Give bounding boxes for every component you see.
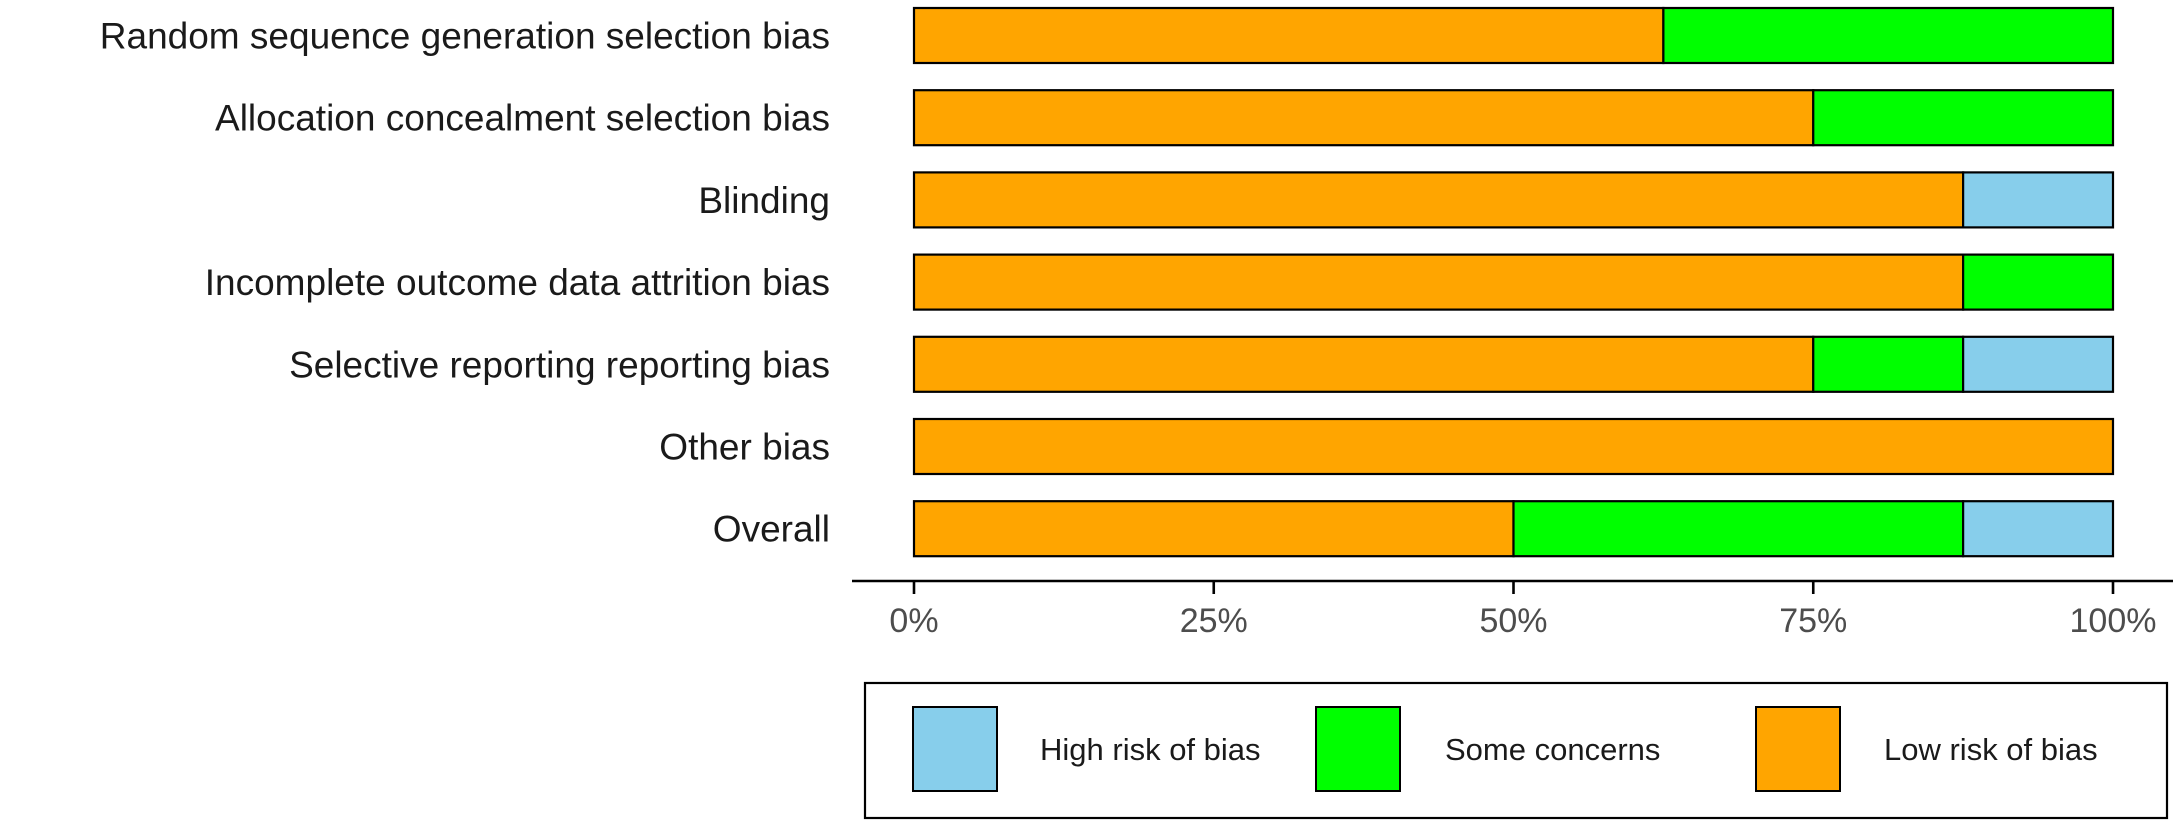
bar-segment-some-concerns (1662, 6, 2115, 65)
x-axis: 0% 25% 50% 75% 100% (852, 579, 2173, 640)
bar-segment-high-risk-of-bias (1962, 171, 2115, 229)
x-tick-label: 0% (889, 602, 938, 640)
legend-swatch (1315, 706, 1401, 792)
legend-item-low-risk-of-bias: Low risk of bias (1755, 706, 2098, 792)
bar-segment-low-risk-of-bias (912, 500, 1515, 558)
bar-segment-low-risk-of-bias (912, 171, 1965, 229)
bar-row-blinding (912, 171, 2115, 229)
bar-segment-some-concerns (1812, 335, 1965, 393)
x-tick-label: 75% (1779, 602, 1847, 640)
bar-segment-high-risk-of-bias (1962, 500, 2115, 558)
category-label: Incomplete outcome data attrition bias (205, 262, 830, 303)
x-tick-label: 50% (1479, 602, 1547, 640)
bar-segment-low-risk-of-bias (912, 6, 1665, 65)
legend-swatch (912, 706, 998, 792)
bar-row-incomplete-outcome-data-attrition-bias (912, 253, 2115, 311)
bar-segment-low-risk-of-bias (912, 89, 1815, 147)
legend-item-high-risk-of-bias: High risk of bias (912, 706, 1261, 792)
category-label: Selective reporting reporting bias (289, 344, 830, 385)
bar-row-allocation-concealment-selection-bias (912, 89, 2115, 147)
category-label: Allocation concealment selection bias (215, 98, 830, 139)
bar-segment-high-risk-of-bias (1962, 335, 2115, 393)
bar-segment-some-concerns (1812, 89, 2115, 147)
category-label: Random sequence generation selection bia… (100, 16, 830, 57)
bar-row-overall (912, 500, 2115, 558)
bar-segment-some-concerns (1512, 500, 1965, 558)
category-labels: Random sequence generation selection bia… (100, 16, 830, 550)
x-tick-label: 25% (1180, 602, 1248, 640)
category-label: Other bias (659, 427, 830, 468)
legend: High risk of bias Some concerns Low risk o… (863, 681, 2169, 820)
bar-segment-low-risk-of-bias (912, 417, 2115, 476)
bar-segment-some-concerns (1962, 253, 2115, 311)
x-tick-label: 100% (2070, 602, 2157, 640)
legend-swatch (1755, 706, 1841, 792)
legend-item-some-concerns: Some concerns (1315, 706, 1660, 792)
bar-row-random-sequence-generation-selection-bias (912, 6, 2115, 65)
bar-row-other-bias (912, 417, 2115, 476)
legend-label: Some concerns (1445, 732, 1660, 767)
plot-area (912, 6, 2115, 558)
legend-box (863, 681, 2169, 820)
legend-label: Low risk of bias (1884, 732, 2098, 767)
bar-segment-low-risk-of-bias (912, 335, 1815, 393)
legend-label: High risk of bias (1040, 732, 1261, 767)
category-label: Blinding (698, 180, 830, 221)
bar-segment-low-risk-of-bias (912, 253, 1965, 311)
category-label: Overall (713, 509, 830, 550)
bar-row-selective-reporting-reporting-bias (912, 335, 2115, 393)
